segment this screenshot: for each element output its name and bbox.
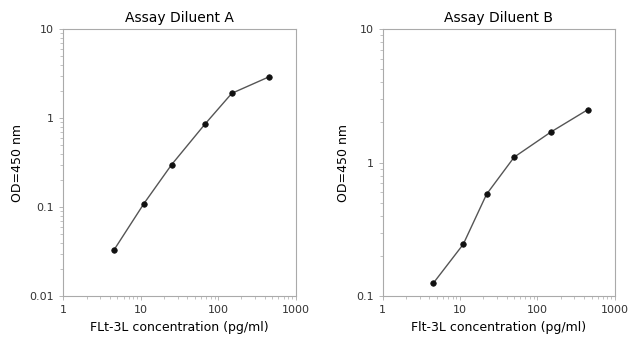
Title: Assay Diluent B: Assay Diluent B	[444, 11, 553, 25]
Y-axis label: OD=450 nm: OD=450 nm	[11, 124, 24, 202]
X-axis label: Flt-3L concentration (pg/ml): Flt-3L concentration (pg/ml)	[411, 321, 586, 334]
Y-axis label: OD=450 nm: OD=450 nm	[337, 124, 350, 202]
X-axis label: FLt-3L concentration (pg/ml): FLt-3L concentration (pg/ml)	[90, 321, 269, 334]
Title: Assay Diluent A: Assay Diluent A	[125, 11, 234, 25]
